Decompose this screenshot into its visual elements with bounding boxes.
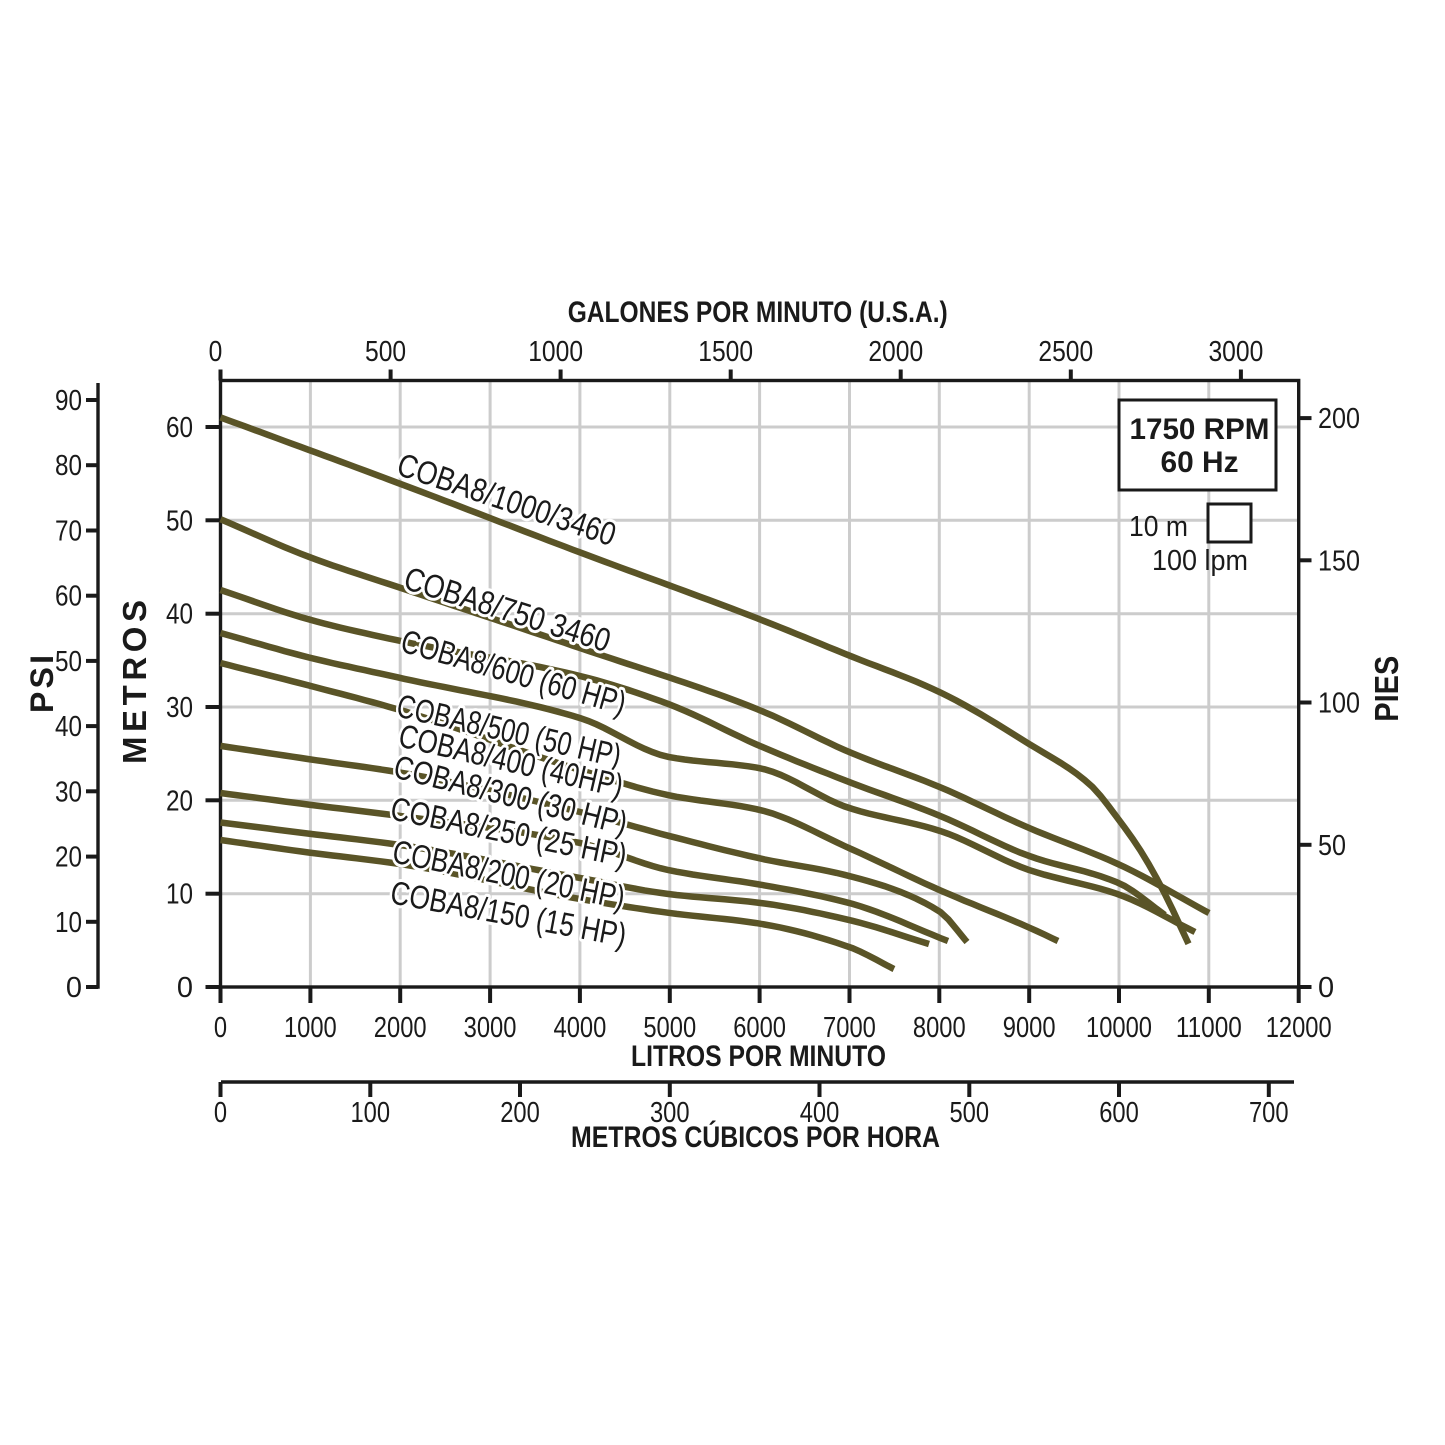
svg-text:100 lpm: 100 lpm [1152, 545, 1248, 577]
svg-text:6000: 6000 [733, 1012, 786, 1044]
svg-text:PIES: PIES [1368, 656, 1405, 722]
svg-text:1000: 1000 [528, 336, 583, 368]
svg-text:2500: 2500 [1038, 336, 1093, 368]
svg-text:500: 500 [949, 1097, 989, 1129]
svg-text:30: 30 [55, 776, 82, 808]
svg-text:0: 0 [66, 972, 82, 1004]
svg-text:300: 300 [650, 1097, 690, 1129]
svg-text:7000: 7000 [823, 1012, 876, 1044]
svg-text:10 m: 10 m [1129, 511, 1188, 543]
svg-text:1000: 1000 [284, 1012, 337, 1044]
svg-text:METROS CÚBICOS POR HORA: METROS CÚBICOS POR HORA [571, 1120, 940, 1154]
svg-text:80: 80 [55, 450, 82, 482]
svg-text:600: 600 [1099, 1097, 1139, 1129]
svg-text:2000: 2000 [868, 336, 923, 368]
svg-text:10: 10 [166, 879, 193, 911]
svg-text:20: 20 [55, 842, 82, 874]
svg-text:10: 10 [55, 907, 82, 939]
svg-text:1500: 1500 [698, 336, 753, 368]
svg-text:10000: 10000 [1086, 1012, 1152, 1044]
svg-text:0: 0 [177, 972, 193, 1004]
svg-text:40: 40 [55, 711, 82, 743]
svg-text:100: 100 [1318, 688, 1360, 720]
svg-text:70: 70 [55, 515, 82, 547]
svg-text:0: 0 [214, 1012, 227, 1044]
svg-text:PSI: PSI [24, 655, 60, 713]
svg-text:0: 0 [1318, 972, 1334, 1004]
svg-text:8000: 8000 [913, 1012, 966, 1044]
svg-text:90: 90 [55, 385, 82, 417]
svg-text:12000: 12000 [1266, 1012, 1332, 1044]
svg-text:20: 20 [166, 785, 193, 817]
svg-text:200: 200 [500, 1097, 540, 1129]
svg-text:11000: 11000 [1176, 1012, 1242, 1044]
svg-text:GALONES POR MINUTO (U.S.A.): GALONES POR MINUTO (U.S.A.) [568, 296, 948, 329]
svg-text:0: 0 [209, 336, 223, 368]
svg-text:60: 60 [55, 581, 82, 613]
svg-text:50: 50 [166, 505, 193, 537]
svg-text:50: 50 [1318, 830, 1346, 862]
svg-text:4000: 4000 [554, 1012, 607, 1044]
svg-text:LITROS POR MINUTO: LITROS POR MINUTO [631, 1040, 886, 1073]
svg-text:150: 150 [1318, 545, 1360, 577]
svg-text:9000: 9000 [1003, 1012, 1056, 1044]
svg-text:200: 200 [1318, 403, 1360, 435]
svg-text:30: 30 [166, 692, 193, 724]
svg-text:40: 40 [166, 599, 193, 631]
svg-text:3000: 3000 [1208, 336, 1263, 368]
svg-text:1750 RPM: 1750 RPM [1130, 413, 1270, 446]
svg-text:0: 0 [214, 1097, 227, 1129]
svg-text:700: 700 [1249, 1097, 1289, 1129]
svg-text:5000: 5000 [643, 1012, 696, 1044]
svg-text:2000: 2000 [374, 1012, 427, 1044]
svg-text:60 Hz: 60 Hz [1161, 446, 1239, 479]
svg-text:3000: 3000 [464, 1012, 517, 1044]
svg-text:500: 500 [365, 336, 406, 368]
svg-text:100: 100 [350, 1097, 390, 1129]
svg-text:50: 50 [55, 646, 82, 678]
svg-text:60: 60 [166, 412, 193, 444]
svg-text:400: 400 [800, 1097, 840, 1129]
